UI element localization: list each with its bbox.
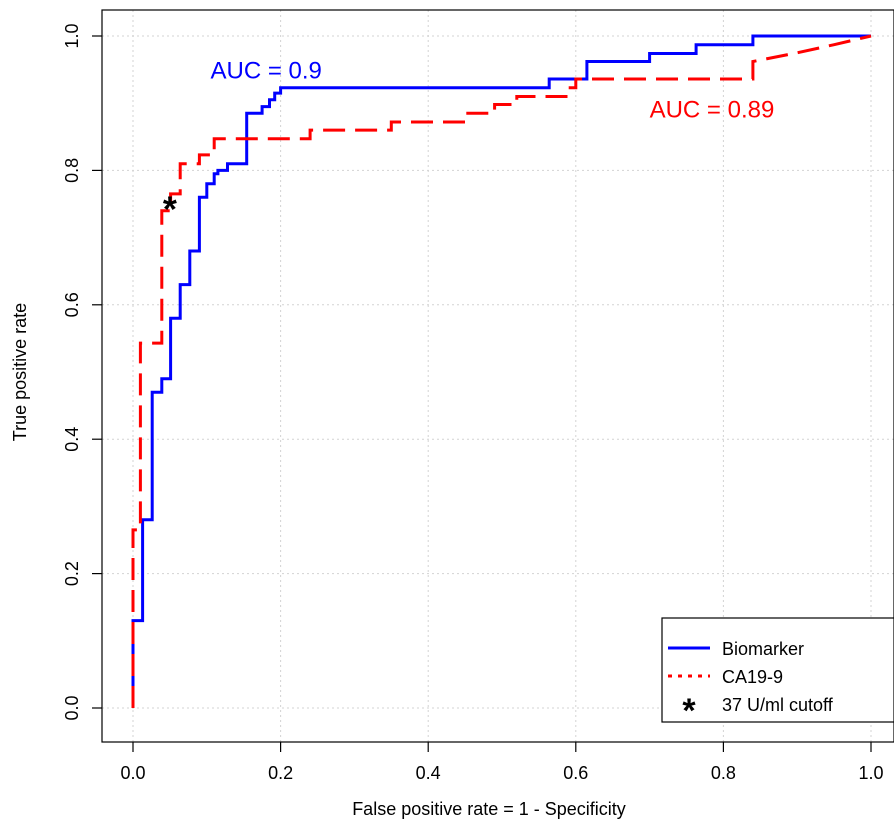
grid-layer xyxy=(102,10,894,742)
y-tick-label-2: 0.4 xyxy=(62,427,82,452)
y-tick-label-3: 0.6 xyxy=(62,292,82,317)
series-line-biomarker xyxy=(131,34,871,708)
x-tick-label-5: 1.0 xyxy=(858,763,883,783)
y-tick-label-4: 0.8 xyxy=(62,158,82,183)
x-axis-title: False positive rate = 1 - Specificity xyxy=(352,799,626,819)
auc-annotation-1: AUC = 0.89 xyxy=(650,97,775,124)
auc-annotation-0: AUC = 0.9 xyxy=(210,58,321,85)
legend-label-biomarker: Biomarker xyxy=(722,639,804,659)
legend: Biomarker CA19-9 * 37 U/ml cutoff xyxy=(661,617,894,730)
cutoff-marker-0: * xyxy=(163,188,177,229)
y-tick-label-0: 0.0 xyxy=(62,695,82,720)
plot-frame xyxy=(101,9,894,743)
legend-box xyxy=(661,617,894,723)
legend-swatch-cutoff-star: * xyxy=(682,692,696,730)
legend-label-ca19-9: CA19-9 xyxy=(722,667,783,687)
y-axis-title: True positive rate xyxy=(10,303,30,441)
axis-layer: 0.0 0.2 0.4 0.6 0.8 1.0 0.0 0.2 0.4 0.6 0.8 1.0 xyxy=(62,23,884,783)
x-tick-label-3: 0.6 xyxy=(563,763,588,783)
x-tick-label-2: 0.4 xyxy=(416,763,441,783)
annotation-layer: AUC = 0.9 AUC = 0.89 xyxy=(210,58,774,124)
y-tick-label-5: 1.0 xyxy=(62,23,82,48)
x-tick-label-1: 0.2 xyxy=(268,763,293,783)
marker-layer: * xyxy=(163,188,177,229)
series-layer xyxy=(131,34,872,708)
x-tick-label-4: 0.8 xyxy=(711,763,736,783)
y-tick-label-1: 0.2 xyxy=(62,561,82,586)
legend-label-cutoff: 37 U/ml cutoff xyxy=(722,695,834,715)
series-line-ca19-9 xyxy=(131,34,872,708)
x-tick-label-0: 0.0 xyxy=(120,763,145,783)
